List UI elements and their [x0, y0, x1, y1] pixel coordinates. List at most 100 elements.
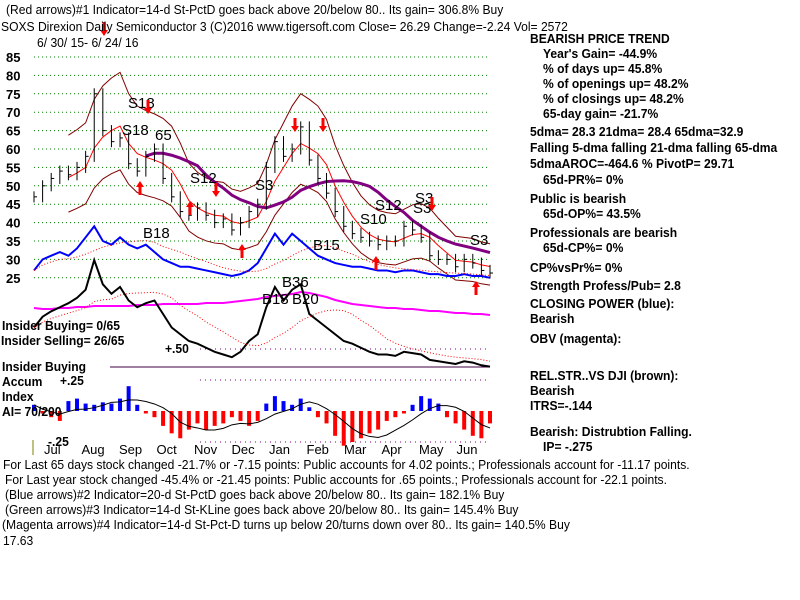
closing-power-ma	[33, 240, 491, 276]
signal-label: S3	[470, 232, 488, 249]
footer-magenta-arrows: (Magenta arrows)#4 Indicator=14-d St-Pct…	[2, 517, 570, 532]
month-label: Apr	[382, 442, 403, 457]
month-label: Nov	[194, 442, 218, 457]
month-label: May	[419, 442, 444, 457]
indicator-title: (Red arrows)#1 Indicator=14-d St-PctD go…	[6, 2, 504, 17]
red-arrow-head	[136, 181, 144, 187]
dma-values: 5dma= 28.3 21dma= 28.4 65dma=32.9	[530, 124, 744, 139]
y-tick-label: 55	[6, 160, 20, 175]
tick-plus25: +.25	[60, 373, 84, 388]
signal-label: B18	[262, 291, 289, 308]
red-arrow-head	[144, 108, 152, 114]
accum-bar	[212, 411, 217, 426]
month-label: Jan	[269, 442, 290, 457]
signal-label: S12	[375, 197, 402, 214]
accum-bar	[161, 411, 166, 426]
signal-label: S3	[255, 177, 273, 194]
ai-value: AI= 70/200	[2, 404, 62, 419]
relstr-label: REL.STR..VS DJI (brown):	[530, 368, 679, 383]
accum-bar	[393, 411, 398, 418]
red-arrow-head	[291, 126, 299, 132]
accum-bar	[118, 398, 123, 411]
ma21-line	[68, 125, 491, 267]
signal-label: S12	[190, 170, 217, 187]
accum-bar	[109, 403, 114, 411]
accum-bar	[444, 411, 449, 418]
accum-bar	[307, 407, 312, 411]
accum-bar	[427, 398, 432, 411]
obv-line	[33, 290, 491, 316]
right-panel: BEARISH PRICE TREND Year's Gain= -44.9% …	[530, 31, 800, 454]
accum-bar	[350, 411, 355, 442]
y-tick-label: 85	[6, 50, 20, 65]
signal-label: B15	[313, 237, 340, 254]
month-label: Mar	[344, 442, 367, 457]
public-status: Public is bearish	[530, 191, 627, 206]
signal-label: 65	[155, 127, 172, 144]
trend-heading: BEARISH PRICE TREND	[530, 31, 670, 46]
month-label: Aug	[82, 442, 105, 457]
ticker-info: SOXS Direxion Daily Semiconductor 3 (C)2…	[1, 19, 568, 34]
accum-bar	[462, 411, 467, 430]
accum-bar	[195, 411, 200, 424]
tick-minus25: -.25	[48, 434, 69, 449]
distribution: Bearish: Distrubtion Falling.	[530, 424, 692, 439]
accum-bar	[315, 411, 320, 418]
y-tick-label: 45	[6, 197, 20, 212]
accum-bar	[221, 411, 226, 424]
month-label: Dec	[232, 442, 256, 457]
closing-power-label: CLOSING POWER (blue):	[530, 296, 675, 311]
signal-label: S3	[413, 200, 431, 217]
accum-bar	[186, 411, 191, 430]
accum-bar	[341, 411, 346, 446]
signal-label: B20	[292, 291, 319, 308]
accum-bar	[100, 402, 105, 411]
red-arrow-head	[472, 281, 480, 287]
index-label: Index	[2, 389, 34, 404]
accum-ma	[33, 399, 491, 438]
month-label: Feb	[307, 442, 329, 457]
accum-bar	[333, 411, 338, 436]
accum-bar	[358, 411, 363, 439]
op-pct: 65d-OP%= 43.5%	[543, 206, 641, 221]
footer-green-arrows: (Green arrows)#3 Indicator=14-d St-KLine…	[5, 502, 519, 517]
y-tick-label: 30	[6, 252, 20, 267]
accum-bar	[281, 401, 286, 411]
y-tick-label: 50	[6, 179, 20, 194]
red-arrow-head	[428, 205, 436, 211]
accum-bar	[247, 411, 252, 426]
signal-label: S10	[360, 211, 387, 228]
pros-status: Professionals are bearish	[530, 225, 678, 240]
accum-bar	[272, 396, 277, 411]
aroc: 5dmaAROC=-464.6 % PivotP= 29.71	[530, 156, 735, 171]
accum-bar	[470, 411, 475, 436]
accum-bar	[384, 411, 389, 421]
accum-bar	[488, 411, 492, 424]
accum-label: Accum	[2, 374, 43, 389]
y-tick-label: 60	[6, 142, 20, 157]
y-tick-label: 40	[6, 216, 20, 231]
insider-selling: Insider Selling= 26/65	[1, 333, 125, 348]
accum-bar	[66, 401, 71, 411]
ip-value: IP= -.275	[543, 439, 593, 454]
openings-up: % of openings up= 48.2%	[543, 76, 689, 91]
accum-bar	[324, 411, 329, 424]
upper-band	[68, 71, 491, 245]
accum-bar	[290, 404, 295, 411]
footer-year: For Last year stock changed -45.4% or -2…	[5, 472, 667, 487]
accum-bar	[238, 411, 243, 421]
accum-bar	[298, 398, 303, 411]
signal-label: S3	[415, 190, 433, 207]
accum-bar	[255, 411, 260, 421]
month-label: Oct	[157, 442, 178, 457]
signal-label: B18	[143, 225, 170, 242]
month-label: Sep	[119, 442, 142, 457]
accum-bar	[143, 411, 148, 414]
accum-bar	[436, 403, 441, 411]
obv-label: OBV (magenta):	[530, 331, 622, 346]
closing-power-state: Bearish	[530, 311, 575, 326]
itrs: ITRS=-.144	[530, 398, 593, 413]
years-gain: Year's Gain= -44.9%	[543, 46, 658, 61]
signal-label: S18	[122, 122, 149, 139]
